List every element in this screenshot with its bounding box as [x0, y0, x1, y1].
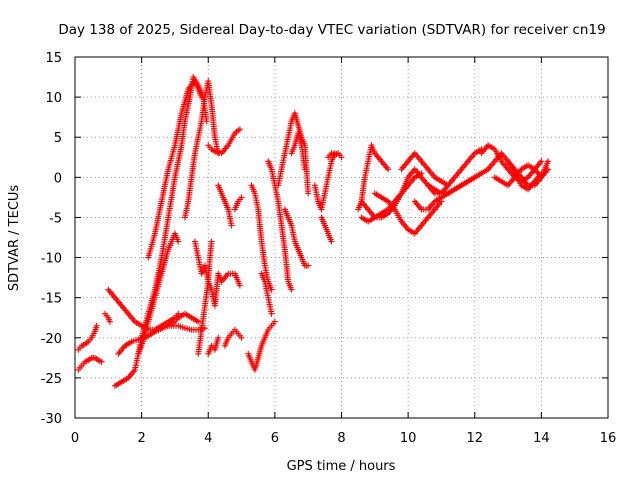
- y-tick-label: -30: [41, 412, 62, 427]
- x-tick-labels: 0 2 4 6 8 10 12 14 16: [71, 431, 616, 446]
- y-axis-label: SDTVAR / TECUs: [7, 185, 22, 292]
- data-point: [98, 358, 105, 365]
- data-point: [288, 286, 295, 293]
- data-point: [328, 238, 335, 245]
- series-arc-b: [75, 322, 100, 353]
- x-tick-label: 14: [533, 431, 550, 446]
- series-arc-h: [145, 78, 205, 261]
- series-arc-q: [231, 194, 245, 213]
- data-point: [215, 334, 222, 341]
- series-arc-ah: [425, 174, 478, 197]
- y-tick-label: 10: [45, 91, 62, 106]
- data-point: [175, 238, 182, 245]
- data-point: [271, 318, 278, 325]
- data-point: [471, 174, 478, 181]
- x-tick-label: 0: [71, 431, 79, 446]
- chart-title: Day 138 of 2025, Sidereal Day-to-day VTE…: [58, 22, 605, 38]
- x-tick-label: 4: [204, 431, 212, 446]
- x-tick-label: 2: [137, 431, 145, 446]
- x-tick-label: 8: [337, 431, 345, 446]
- data-point: [208, 238, 215, 245]
- data-point: [238, 194, 245, 201]
- series-arc-a: [75, 354, 105, 373]
- y-tick-label: -15: [41, 292, 62, 307]
- series-arc-aa: [318, 214, 335, 245]
- x-tick-label: 16: [600, 431, 617, 446]
- y-tick-label: -10: [41, 252, 62, 267]
- x-axis-label: GPS time / hours: [287, 459, 396, 474]
- series-arc-p: [221, 326, 245, 349]
- y-tick-label: -20: [41, 332, 62, 347]
- data-point: [236, 126, 243, 133]
- series-arc-w: [281, 206, 312, 269]
- series-arc-r: [245, 318, 278, 373]
- series-arc-ac: [358, 170, 425, 225]
- x-tick-label: 10: [400, 431, 417, 446]
- series-arc-f: [111, 74, 210, 389]
- series-arc-c: [101, 310, 113, 325]
- gridlines: [75, 57, 608, 418]
- data-point: [338, 154, 345, 161]
- data-point: [385, 166, 392, 173]
- y-tick-label: -25: [41, 372, 62, 387]
- series-arc-s: [248, 182, 275, 293]
- series-arc-i: [155, 310, 202, 333]
- x-tick-label: 12: [466, 431, 483, 446]
- series-arc-x: [288, 130, 308, 173]
- series-arc-al: [505, 158, 552, 189]
- data-point: [305, 262, 312, 269]
- data-point: [106, 318, 113, 325]
- series-arc-t: [258, 270, 275, 317]
- series-arc-y: [311, 150, 338, 213]
- y-tick-labels: -30 -25 -20 -15 -10 -5 0 5 10 15: [41, 51, 62, 427]
- series-arc-l: [195, 238, 215, 357]
- series-arc-j: [181, 78, 222, 221]
- series-arc-g: [135, 230, 182, 357]
- y-tick-label: 15: [45, 51, 62, 66]
- series-arc-af: [398, 146, 485, 189]
- data-point: [268, 310, 275, 317]
- data-point: [538, 158, 545, 165]
- y-tick-label: 0: [54, 171, 62, 186]
- data-point: [268, 286, 275, 293]
- series-arc-o: [205, 334, 222, 357]
- data-point: [93, 322, 100, 329]
- data-point: [545, 158, 552, 165]
- data-markers: [75, 74, 552, 389]
- series-arc-ae: [371, 190, 445, 237]
- series-arc-z: [325, 150, 345, 161]
- y-tick-label: -5: [49, 211, 62, 226]
- data-point: [236, 282, 243, 289]
- data-point: [238, 334, 245, 341]
- data-point: [201, 325, 208, 332]
- series-arc-n: [215, 182, 235, 229]
- y-tick-label: 5: [54, 131, 62, 146]
- x-tick-label: 6: [271, 431, 279, 446]
- series-arc-k: [191, 238, 243, 309]
- data-point: [305, 190, 312, 197]
- data-point: [228, 222, 235, 229]
- data-point: [301, 166, 308, 173]
- plot-frame: [74, 56, 609, 419]
- data-point: [195, 318, 202, 325]
- series-arc-m: [205, 126, 243, 157]
- series-arc-u: [265, 158, 295, 293]
